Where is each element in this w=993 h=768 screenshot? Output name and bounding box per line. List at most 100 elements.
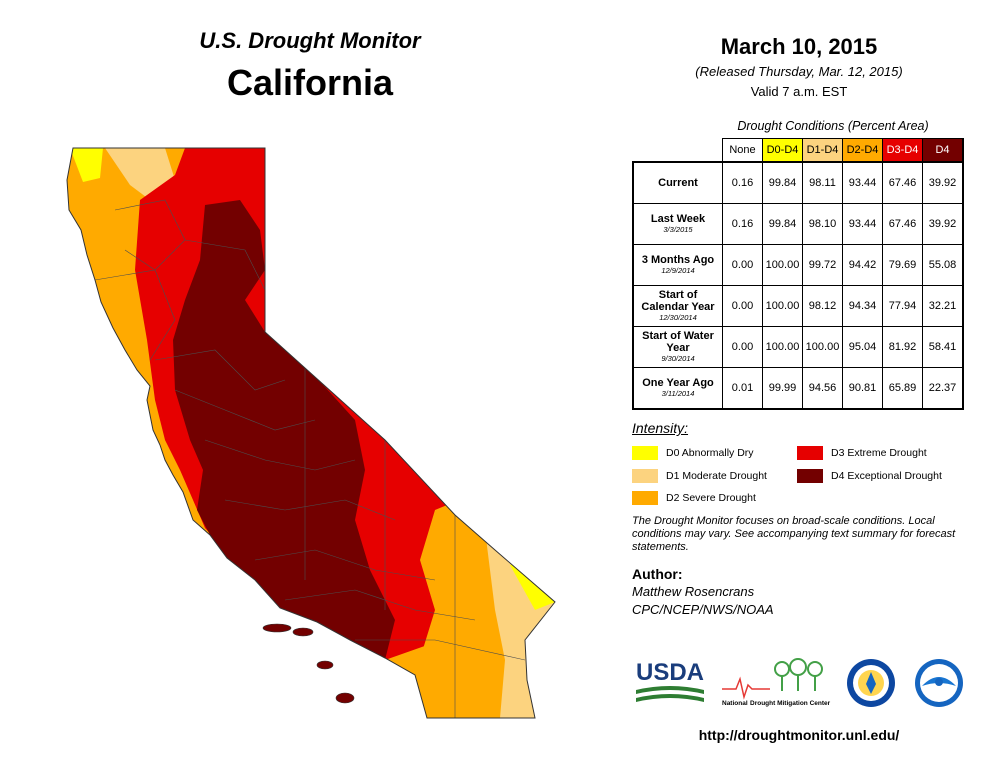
table-cell: 79.69 bbox=[882, 244, 923, 286]
legend-item-d3: D3 Extreme Drought bbox=[797, 446, 927, 460]
legend-item-d1: D1 Moderate Drought bbox=[632, 469, 767, 483]
author-label: Author: bbox=[632, 566, 683, 582]
table-cell: 67.46 bbox=[882, 161, 923, 204]
table-cell: 0.00 bbox=[722, 326, 763, 368]
table-cell: 99.84 bbox=[762, 203, 803, 245]
legend-title: Intensity: bbox=[632, 420, 689, 436]
valid-time: Valid 7 a.m. EST bbox=[750, 84, 848, 99]
table-body: Current 0.16 99.84 98.11 93.44 67.46 39.92 Last… bbox=[632, 161, 964, 410]
legend-label: D2 Severe Drought bbox=[666, 492, 756, 504]
legend-swatch bbox=[632, 469, 658, 483]
zone-d0-north bbox=[70, 148, 103, 182]
row-label: Start of Water Year 9/30/2014 bbox=[632, 326, 723, 368]
drought-zones bbox=[67, 148, 555, 718]
row-label: Start of Calendar Year 12/30/2014 bbox=[632, 285, 723, 327]
table-header-row: None D0-D4 D1-D4 D2-D4 D3-D4 D4 bbox=[633, 138, 964, 163]
legend-swatch bbox=[632, 446, 658, 460]
release-date: (Released Thursday, Mar. 12, 2015) bbox=[695, 64, 903, 79]
table-cell: 98.12 bbox=[802, 285, 843, 327]
row-label-text: 3 Months Ago bbox=[641, 254, 715, 266]
row-date: 9/30/2014 bbox=[661, 354, 695, 363]
row-date: 12/30/2014 bbox=[659, 313, 697, 322]
table-cell: 0.16 bbox=[722, 161, 763, 204]
map-date: March 10, 2015 bbox=[720, 34, 878, 59]
table-cell: 99.99 bbox=[762, 367, 803, 410]
table-caption: Drought Conditions (Percent Area) bbox=[737, 119, 929, 133]
legend-swatch bbox=[797, 469, 823, 483]
table-cell: 94.34 bbox=[842, 285, 883, 327]
commerce-seal-icon bbox=[847, 659, 895, 707]
table-cell: 32.21 bbox=[922, 285, 964, 327]
state-name: California bbox=[226, 62, 394, 103]
table-cell: 81.92 bbox=[882, 326, 923, 368]
table-cell: 100.00 bbox=[762, 285, 803, 327]
author-org: CPC/NCEP/NWS/NOAA bbox=[632, 602, 774, 617]
table-cell: 67.46 bbox=[882, 203, 923, 245]
table-cell: 39.92 bbox=[922, 203, 964, 245]
row-date: 3/11/2014 bbox=[661, 389, 695, 398]
table-cell: 77.94 bbox=[882, 285, 923, 327]
legend-label: D1 Moderate Drought bbox=[666, 470, 767, 482]
table-cell: 0.16 bbox=[722, 203, 763, 245]
table-cell: 39.92 bbox=[922, 161, 964, 204]
table-cell: 99.72 bbox=[802, 244, 843, 286]
table-row: 3 Months Ago 12/9/2014 0.00 100.00 99.72 94.4… bbox=[632, 244, 964, 286]
col-header: D4 bbox=[922, 138, 964, 163]
row-label-text: Start of Calendar Year bbox=[641, 289, 715, 313]
table-cell: 98.11 bbox=[802, 161, 843, 204]
table-cell: 90.81 bbox=[842, 367, 883, 410]
row-label: Current bbox=[632, 161, 723, 204]
table-cell: 55.08 bbox=[922, 244, 964, 286]
drought-stats-table: None D0-D4 D1-D4 D2-D4 D3-D4 D4 Current 0… bbox=[632, 138, 964, 410]
usda-logo: USDA bbox=[636, 659, 704, 702]
island-4 bbox=[335, 692, 355, 704]
row-label-text: Last Week bbox=[650, 213, 706, 225]
table-cell: 65.89 bbox=[882, 367, 923, 410]
california-drought-map bbox=[66, 147, 556, 719]
row-label-text: Current bbox=[658, 177, 698, 189]
table-cell: 0.00 bbox=[722, 285, 763, 327]
table-row: Start of Calendar Year 12/30/2014 0.00 100.… bbox=[632, 285, 964, 327]
legend-swatch bbox=[632, 491, 658, 505]
row-label: Last Week 3/3/2015 bbox=[632, 203, 723, 245]
legend-label: D3 Extreme Drought bbox=[831, 447, 927, 459]
table-cell: 94.42 bbox=[842, 244, 883, 286]
island-2 bbox=[292, 627, 314, 637]
table-cell: 94.56 bbox=[802, 367, 843, 410]
ndmc-logo: National Drought Mitigation Center bbox=[722, 658, 831, 707]
row-label-text: Start of Water Year bbox=[642, 330, 714, 354]
state-outline bbox=[66, 147, 556, 719]
table-cell: 22.37 bbox=[922, 367, 964, 410]
col-header: D3-D4 bbox=[882, 138, 923, 163]
row-date: 3/3/2015 bbox=[663, 225, 693, 234]
header-blank bbox=[633, 138, 723, 163]
table-cell: 0.01 bbox=[722, 367, 763, 410]
table-cell: 95.04 bbox=[842, 326, 883, 368]
website-link[interactable]: http://droughtmonitor.unl.edu/ bbox=[698, 727, 900, 743]
col-header: None bbox=[722, 138, 763, 163]
disclaimer-note: The Drought Monitor focuses on broad-sca… bbox=[632, 515, 956, 553]
map-title: U.S. Drought Monitor bbox=[199, 28, 421, 53]
table-cell: 93.44 bbox=[842, 203, 883, 245]
col-header: D0-D4 bbox=[762, 138, 803, 163]
table-cell: 100.00 bbox=[802, 326, 843, 368]
legend-swatch bbox=[797, 446, 823, 460]
zone-d4 bbox=[173, 200, 395, 660]
table-row: Last Week 3/3/2015 0.16 99.84 98.10 93.44 67.4… bbox=[632, 203, 964, 245]
row-label-text: One Year Ago bbox=[642, 377, 714, 389]
col-header: D1-D4 bbox=[802, 138, 843, 163]
zone-d1-north bbox=[105, 148, 175, 200]
legend-item-d0: D0 Abnormally Dry bbox=[632, 446, 754, 460]
legend-item-d4: D4 Exceptional Drought bbox=[797, 469, 942, 483]
table-cell: 98.10 bbox=[802, 203, 843, 245]
table-cell: 58.41 bbox=[922, 326, 964, 368]
author-name: Matthew Rosencrans bbox=[632, 584, 755, 599]
table-row: Current 0.16 99.84 98.11 93.44 67.46 39.92 bbox=[632, 161, 964, 204]
island-1 bbox=[262, 623, 292, 633]
table-cell: 100.00 bbox=[762, 244, 803, 286]
col-header: D2-D4 bbox=[842, 138, 883, 163]
table-row: Start of Water Year 9/30/2014 0.00 100.00 10… bbox=[632, 326, 964, 368]
row-date: 12/9/2014 bbox=[661, 266, 695, 275]
row-label: One Year Ago 3/11/2014 bbox=[632, 367, 723, 410]
usda-logo-text: USDA bbox=[636, 659, 704, 686]
